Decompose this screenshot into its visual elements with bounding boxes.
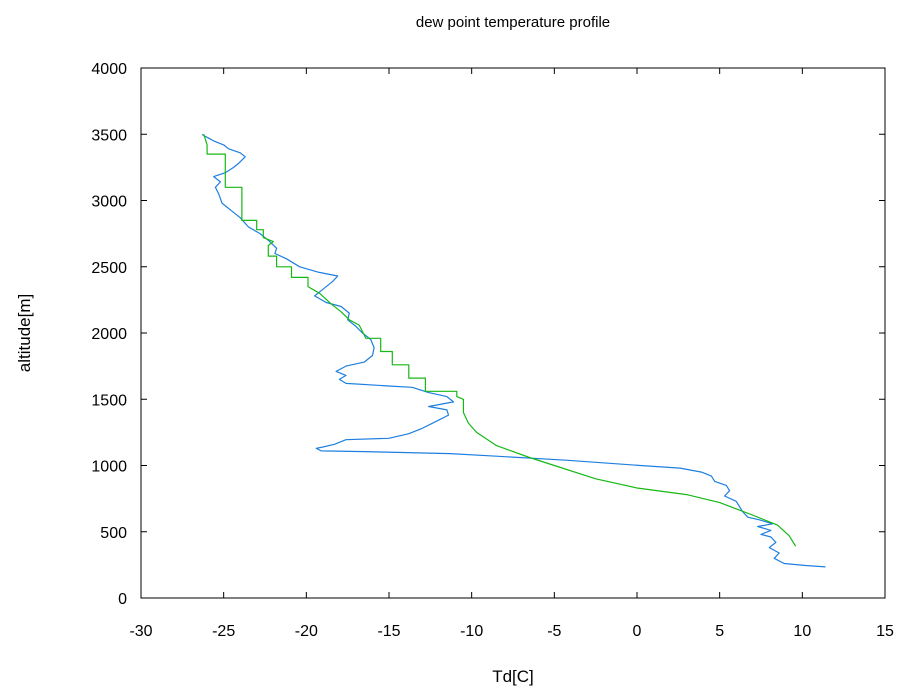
plot-frame [140,67,886,599]
x-tick-label: 5 [715,623,724,640]
y-tick-label: 3000 [91,194,127,211]
y-tick-label: 2000 [91,326,127,343]
x-tick-label: 0 [633,623,642,640]
chart-title: dew point temperature profile [416,14,610,31]
x-axis-label: Td[C] [492,667,534,686]
x-tick-label: -5 [547,623,561,640]
y-tick-label: 2500 [91,260,127,277]
x-tick-label: -20 [295,623,318,640]
x-tick-label: -10 [460,623,483,640]
series-line-1 [201,133,826,568]
axis-ticks: -30 -25 -20 -15 -10 -5 0 5 10 15 0 500 1000 1500 2000 2… [91,61,894,640]
y-axis-label: altitude[m] [15,294,34,372]
series-layer [201,133,826,568]
y-tick-label: 3500 [91,127,127,144]
x-tick-label: -15 [377,623,400,640]
y-tick-label: 500 [100,525,127,542]
series-line-2 [203,134,797,547]
y-tick-label: 4000 [91,61,127,78]
y-tick-label: 0 [118,591,127,608]
x-tick-label: -30 [129,623,152,640]
x-tick-label: 10 [793,623,811,640]
x-tick-label: -25 [212,623,235,640]
y-tick-label: 1500 [91,392,127,409]
x-tick-label: 15 [876,623,894,640]
y-tick-label: 1000 [91,459,127,476]
